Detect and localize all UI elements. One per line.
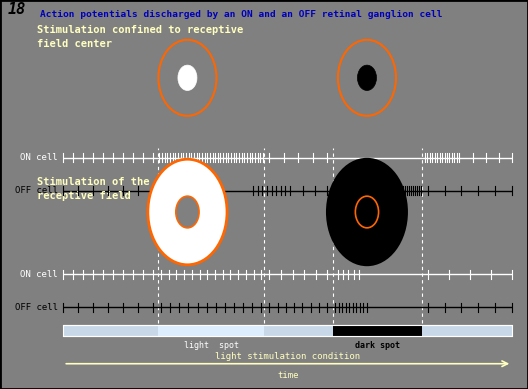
Text: Stimulation confined to receptive
field center: Stimulation confined to receptive field … xyxy=(37,25,243,49)
Text: OFF cell: OFF cell xyxy=(15,186,58,195)
Bar xyxy=(333,325,422,336)
Ellipse shape xyxy=(148,159,227,265)
Text: 18: 18 xyxy=(8,2,26,17)
Text: light stimulation condition: light stimulation condition xyxy=(215,352,360,361)
Text: ON cell: ON cell xyxy=(21,153,58,162)
Ellipse shape xyxy=(178,65,197,91)
Ellipse shape xyxy=(338,40,396,116)
Text: light  spot: light spot xyxy=(184,341,239,350)
Text: Stimulation of the entire
receptive field: Stimulation of the entire receptive fiel… xyxy=(37,177,193,201)
Ellipse shape xyxy=(357,65,376,91)
Text: OFF cell: OFF cell xyxy=(15,303,58,312)
Bar xyxy=(63,325,512,336)
Ellipse shape xyxy=(158,40,216,116)
Text: time: time xyxy=(277,371,298,380)
Text: dark spot: dark spot xyxy=(355,341,400,350)
Ellipse shape xyxy=(327,159,407,265)
Bar xyxy=(158,325,264,336)
Ellipse shape xyxy=(176,196,199,228)
Text: Action potentials discharged by an ON and an OFF retinal ganglion cell: Action potentials discharged by an ON an… xyxy=(40,10,442,19)
Ellipse shape xyxy=(355,196,379,228)
Text: ON cell: ON cell xyxy=(21,270,58,279)
